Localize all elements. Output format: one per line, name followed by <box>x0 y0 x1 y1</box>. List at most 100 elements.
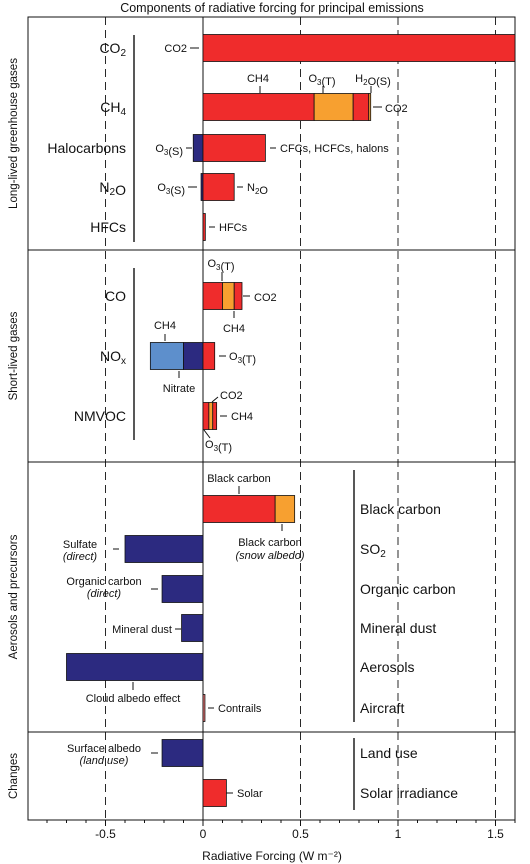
bar-segment <box>124 535 204 563</box>
label-text: O <box>259 185 268 197</box>
annotation: O3(S) <box>155 143 183 158</box>
label-text: Aircraft <box>360 700 404 716</box>
label-subscript: 2 <box>120 48 126 59</box>
bar-segment <box>202 282 223 310</box>
annotation: CO2 <box>220 390 243 402</box>
leader-line <box>203 429 211 439</box>
label-text: O <box>308 73 317 85</box>
bar-segment <box>208 402 214 430</box>
bar-segment <box>192 134 204 162</box>
row-label: Mineral dust <box>360 620 436 636</box>
annotation: H2O(S) <box>355 73 391 88</box>
label-text: O <box>155 143 164 155</box>
annotation: (land use) <box>80 755 129 767</box>
annotation: N2O <box>247 182 268 197</box>
bar-segment <box>202 213 206 241</box>
bar-segment <box>368 93 372 121</box>
plot-border <box>27 16 516 821</box>
annotation: CO2 <box>164 43 187 55</box>
section-name: Aerosols and precursors <box>8 534 20 659</box>
label-text: CO2 <box>254 292 277 304</box>
annotation: Solar <box>237 788 263 800</box>
row-label: CH4 <box>100 99 126 118</box>
annotation: Cloud albedo effect <box>86 693 181 705</box>
label-text: O <box>207 258 216 270</box>
label-text: CO2 <box>164 43 187 55</box>
label-text: CO2 <box>385 103 408 115</box>
bar-segment <box>352 93 370 121</box>
label-subscript: 2 <box>363 78 368 87</box>
label-text: Aerosols <box>360 659 414 675</box>
label-text: CH4 <box>154 320 176 332</box>
label-text: NO <box>100 348 121 364</box>
section-name: Short-lived gases <box>8 311 20 400</box>
label-text: (S) <box>168 146 183 158</box>
bar-segment <box>202 779 227 807</box>
row-label: Organic carbon <box>360 581 456 597</box>
annotation: O3(T) <box>205 439 232 454</box>
bar-segment <box>274 495 296 523</box>
annotation: Black carbon <box>238 537 302 549</box>
label-text: Mineral dust <box>360 620 436 636</box>
bar-segment <box>202 173 235 201</box>
bar-segment <box>149 342 184 370</box>
x-tick-label: 0.5 <box>292 827 309 841</box>
label-text: (T) <box>220 261 234 273</box>
annotation: Nitrate <box>163 383 195 395</box>
row-label: Halocarbons <box>47 140 126 156</box>
label-text: CO <box>99 40 120 56</box>
x-axis-title: Radiative Forcing (W m⁻²) <box>202 849 342 863</box>
annotation: (direct) <box>87 588 122 600</box>
row-label: Solar irradiance <box>360 785 458 801</box>
label-subscript: 2 <box>380 549 386 560</box>
annotation: Surface albedo <box>67 743 141 755</box>
row-label-layer: Long-lived greenhouse gases Short-lived g… <box>8 35 458 810</box>
bar-segment <box>66 653 204 681</box>
bar-segment <box>202 342 216 370</box>
annotation: O3(T) <box>207 258 234 273</box>
label-subscript: 3 <box>166 187 171 196</box>
label-text: (S) <box>170 185 185 197</box>
label-subscript: 3 <box>214 444 219 453</box>
annotation: (snow albedo) <box>235 550 304 562</box>
bar-segment <box>202 495 276 523</box>
label-subscript: 2 <box>110 187 116 198</box>
bar-segment <box>202 134 266 162</box>
x-tick-label: 1 <box>395 827 402 841</box>
gridlines <box>105 17 496 820</box>
x-tick-label: 1.5 <box>487 827 504 841</box>
label-subscript: 4 <box>120 107 126 118</box>
row-label: Aircraft <box>360 700 404 716</box>
annotation: CH4 <box>247 73 269 85</box>
label-text: NMVOC <box>74 408 126 424</box>
chart-title: Components of radiative forcing for prin… <box>120 1 424 15</box>
annotation: CO2 <box>385 103 408 115</box>
row-label: Land use <box>360 745 418 761</box>
label-text: CH4 <box>223 323 245 335</box>
annotation: CH4 <box>231 411 253 423</box>
label-text: O <box>157 182 166 194</box>
label-subscript: 2 <box>255 187 260 196</box>
bar-segment <box>202 402 210 430</box>
bar-segment <box>161 739 204 767</box>
annotation: CH4 <box>223 323 245 335</box>
label-text: Organic carbon <box>360 581 456 597</box>
bar-segment <box>222 282 235 310</box>
annotation: CFCs, HCFCs, halons <box>280 143 389 155</box>
label-subscript: x <box>121 356 126 367</box>
row-label: N2O <box>99 179 126 198</box>
bar-segment <box>233 282 243 310</box>
leader-line <box>211 396 219 403</box>
label-text: (T) <box>218 442 232 454</box>
annotation: Black carbon <box>207 473 271 485</box>
row-label: NMVOC <box>74 408 126 424</box>
annotation: Mineral dust <box>112 624 172 636</box>
label-text: O <box>205 439 214 451</box>
label-text: O(S) <box>368 76 391 88</box>
annotation: Contrails <box>218 703 262 715</box>
label-text: Black carbon <box>360 501 441 517</box>
label-text: CH4 <box>231 411 253 423</box>
bar-segment <box>181 614 204 642</box>
x-tick-label: 0 <box>200 827 207 841</box>
